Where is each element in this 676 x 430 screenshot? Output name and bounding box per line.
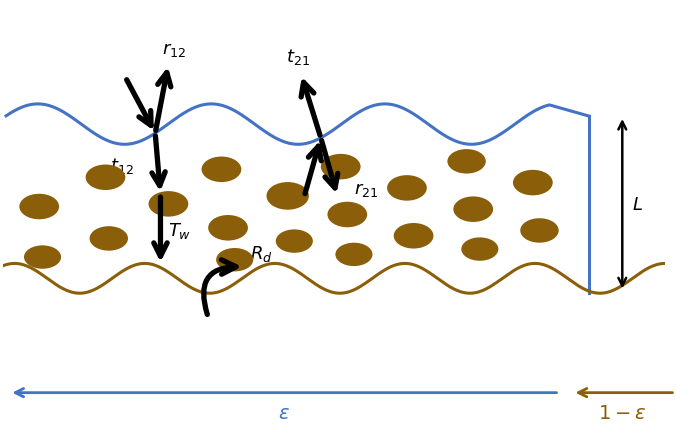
Ellipse shape xyxy=(393,224,433,249)
Ellipse shape xyxy=(321,154,360,180)
Ellipse shape xyxy=(448,150,486,174)
Ellipse shape xyxy=(335,243,372,267)
Text: $r_{21}$: $r_{21}$ xyxy=(354,181,379,199)
Text: $1-\epsilon$: $1-\epsilon$ xyxy=(598,403,646,422)
Ellipse shape xyxy=(201,157,241,183)
Text: $\epsilon$: $\epsilon$ xyxy=(279,403,290,422)
Text: $r_{12}$: $r_{12}$ xyxy=(162,40,186,58)
Ellipse shape xyxy=(387,176,427,201)
Text: $t_{21}$: $t_{21}$ xyxy=(286,47,310,67)
Ellipse shape xyxy=(454,197,493,222)
Text: $t_{12}$: $t_{12}$ xyxy=(110,156,134,175)
Ellipse shape xyxy=(276,230,313,253)
Ellipse shape xyxy=(208,215,248,241)
Ellipse shape xyxy=(216,249,254,272)
Text: $R_d$: $R_d$ xyxy=(250,243,272,263)
Text: $T_w$: $T_w$ xyxy=(168,220,192,240)
Ellipse shape xyxy=(149,192,189,217)
Ellipse shape xyxy=(513,170,553,196)
Ellipse shape xyxy=(521,219,558,243)
Text: $L$: $L$ xyxy=(632,195,643,213)
Ellipse shape xyxy=(24,246,61,269)
Ellipse shape xyxy=(20,194,59,220)
Ellipse shape xyxy=(461,238,498,261)
Ellipse shape xyxy=(266,183,309,210)
Ellipse shape xyxy=(327,202,367,228)
Ellipse shape xyxy=(90,227,128,251)
Ellipse shape xyxy=(86,165,125,190)
